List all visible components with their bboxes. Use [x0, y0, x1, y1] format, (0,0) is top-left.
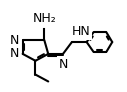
Text: N: N: [58, 58, 68, 71]
Text: N: N: [9, 47, 19, 60]
Text: NH₂: NH₂: [32, 12, 56, 25]
Text: HN: HN: [72, 25, 91, 38]
Text: N: N: [9, 34, 19, 47]
